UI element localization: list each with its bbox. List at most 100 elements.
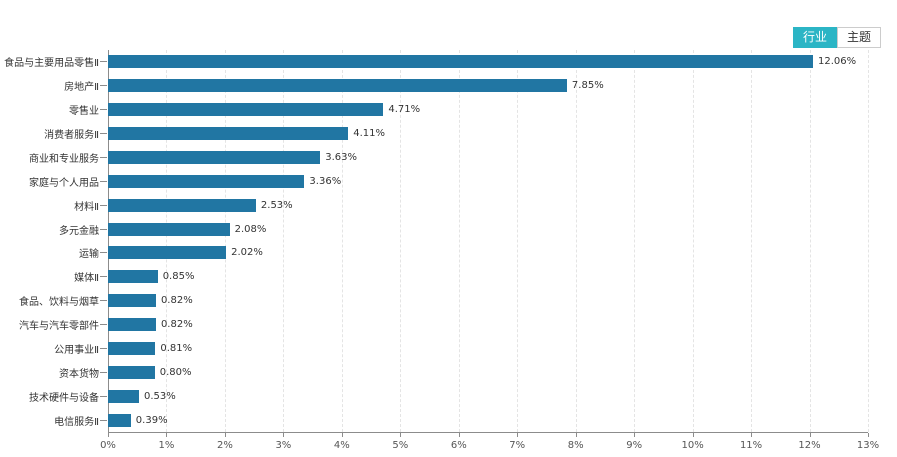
view-toggle-group: 行业 主题 — [792, 27, 881, 48]
bar-row: 零售业 4.71% — [0, 98, 868, 122]
category-label: 商业和专业服务 — [29, 153, 99, 165]
category-label: 运输 — [79, 249, 99, 261]
bar-row: 多元金融 2.08% — [0, 217, 868, 241]
bar[interactable] — [108, 103, 384, 117]
x-axis-ticklabel: 4% — [333, 440, 350, 451]
y-axis-tick — [100, 347, 107, 349]
bar-zone: 3.63% — [108, 150, 868, 164]
bar-zone: 12.06% — [108, 55, 868, 69]
tab-theme[interactable]: 主题 — [836, 27, 881, 48]
x-axis-tickmark — [751, 433, 753, 437]
bar-row: 材料Ⅱ 2.53% — [0, 193, 868, 217]
y-axis-tick — [100, 395, 107, 397]
x-axis-tickmark — [108, 433, 109, 437]
x-axis-ticklabel: 5% — [392, 440, 409, 451]
bar-row: 食品与主要用品零售Ⅱ 12.06% — [0, 50, 868, 74]
bar[interactable] — [108, 246, 227, 260]
x-axis-tickmark — [224, 433, 226, 437]
category-label: 多元金融 — [59, 225, 99, 237]
x-axis-tickmark — [575, 433, 577, 437]
category-label: 公用事业Ⅱ — [54, 344, 99, 356]
x-axis-ticklabel: 1% — [158, 440, 175, 451]
bar-row: 运输 2.02% — [0, 241, 868, 265]
x-axis-ticklabel: 12% — [798, 440, 821, 451]
bar[interactable] — [108, 198, 256, 212]
bar-zone: 2.08% — [108, 222, 868, 236]
gridline — [575, 50, 577, 432]
grid-layer — [108, 50, 869, 432]
bar-row: 技术硬件与设备 0.53% — [0, 384, 868, 408]
y-axis-tick — [100, 61, 107, 63]
gridline — [166, 50, 168, 432]
bar-zone: 2.53% — [108, 198, 868, 212]
x-axis-tickmark — [868, 433, 869, 437]
x-axis-tickmark — [341, 433, 343, 437]
value-label: 7.85% — [571, 80, 604, 92]
gridline — [634, 50, 636, 432]
gridline — [517, 50, 519, 432]
value-label: 0.81% — [160, 342, 193, 354]
x-axis-ticklabel: 11% — [739, 440, 763, 451]
category-label: 房地产Ⅱ — [64, 82, 99, 94]
industry-bar-chart: 食品与主要用品零售Ⅱ 12.06% 房地产Ⅱ 7.85% 零售业 4.71% 消费者服务Ⅱ 4… — [0, 50, 879, 457]
x-axis-ticklabel: 9% — [626, 440, 643, 451]
bar[interactable] — [108, 294, 156, 308]
y-axis-tick — [100, 180, 107, 182]
x-axis-ticklabel: 2% — [216, 440, 233, 451]
gridline — [751, 50, 753, 432]
bar-zone: 4.11% — [108, 127, 868, 141]
bar-row: 资本货物 0.80% — [0, 360, 868, 384]
y-axis-tick — [100, 371, 107, 373]
bar[interactable] — [108, 341, 156, 355]
bar[interactable] — [108, 79, 567, 93]
gridline — [458, 50, 460, 432]
bar[interactable] — [108, 174, 305, 188]
y-axis-tick — [100, 133, 107, 135]
x-axis-ticklabel: 10% — [681, 440, 704, 451]
bar[interactable] — [108, 55, 814, 69]
bar-row: 媒体Ⅱ 0.85% — [0, 265, 868, 289]
bar[interactable] — [108, 222, 230, 236]
bar[interactable] — [108, 150, 321, 164]
y-axis-line — [108, 50, 109, 432]
bar[interactable] — [108, 270, 158, 284]
x-axis-tickmark — [634, 433, 636, 437]
y-axis-tick — [100, 252, 107, 254]
x-axis-line — [108, 432, 868, 433]
bar[interactable] — [108, 389, 139, 403]
category-label: 零售业 — [69, 106, 99, 118]
bar-zone: 4.71% — [108, 103, 868, 117]
x-axis-ticklabel: 8% — [567, 440, 584, 451]
gridline — [341, 50, 343, 432]
category-label: 食品与主要用品零售Ⅱ — [4, 58, 99, 70]
value-label: 0.82% — [160, 295, 193, 307]
y-axis-tick — [100, 85, 107, 87]
x-axis-tickmark — [166, 433, 168, 437]
bar[interactable] — [108, 413, 131, 427]
bar-row: 消费者服务Ⅱ 4.11% — [0, 122, 868, 146]
bar[interactable] — [108, 127, 349, 141]
gridline — [224, 50, 226, 432]
bar[interactable] — [108, 318, 156, 332]
value-label: 2.53% — [260, 199, 293, 211]
bar-zone: 3.36% — [108, 174, 868, 188]
category-label: 媒体Ⅱ — [74, 273, 99, 285]
x-axis-tickmark — [692, 433, 694, 437]
y-axis-tick — [100, 300, 107, 302]
value-label: 0.82% — [160, 319, 193, 331]
bar-row: 电信服务Ⅱ 0.39% — [0, 408, 868, 432]
bar-zone: 0.53% — [108, 389, 868, 403]
bar-row: 商业和专业服务 3.63% — [0, 146, 868, 170]
x-axis-ticklabel: 6% — [450, 440, 467, 451]
x-axis-ticklabel: 7% — [509, 440, 526, 451]
category-label: 食品、饮料与烟草 — [19, 297, 99, 309]
bar-zone: 2.02% — [108, 246, 868, 260]
bar-zone: 0.80% — [108, 365, 868, 379]
tab-industry[interactable]: 行业 — [792, 27, 837, 48]
x-axis-tickmark — [458, 433, 460, 437]
category-label: 材料Ⅱ — [74, 201, 99, 213]
y-axis-tick — [100, 109, 107, 111]
bar[interactable] — [108, 365, 155, 379]
value-label: 3.36% — [309, 175, 342, 187]
